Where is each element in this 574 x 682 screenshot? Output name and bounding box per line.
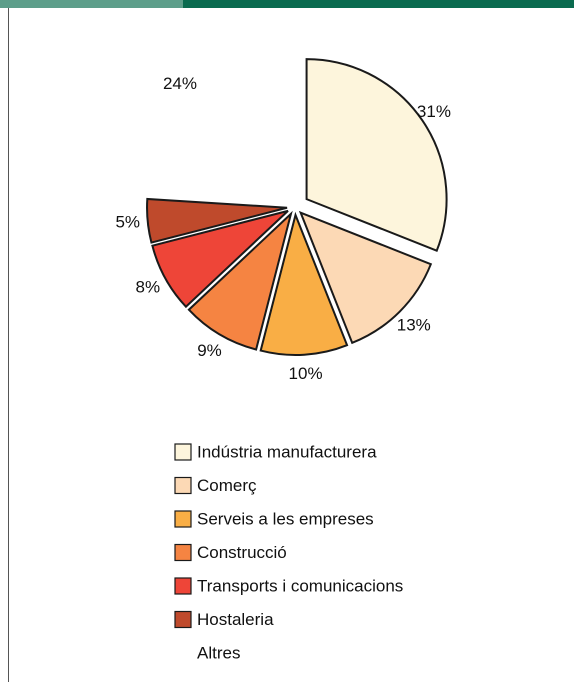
data-label: 10%	[289, 364, 323, 383]
legend-swatch	[174, 443, 192, 461]
data-label: 8%	[135, 277, 160, 296]
header-bar-light	[0, 0, 183, 8]
legend-label: Transports i comunicacions	[197, 576, 403, 595]
legend-label: Serveis a les empreses	[197, 509, 374, 528]
pie-slice	[298, 210, 433, 345]
pie-slice	[146, 197, 288, 244]
data-label: 31%	[417, 102, 451, 121]
legend-label: Construcció	[197, 543, 287, 562]
legend-label: Indústria manufacturera	[197, 442, 377, 461]
legend-swatch	[174, 610, 192, 629]
data-label: 5%	[115, 212, 140, 231]
legend-swatch	[174, 543, 192, 562]
pie-slice	[151, 209, 289, 309]
pie-slice	[187, 210, 293, 351]
legend-swatch	[174, 510, 192, 528]
data-label: 13%	[397, 315, 431, 334]
legend-swatch	[174, 577, 192, 595]
legend-label: Comerç	[197, 476, 257, 495]
legend-swatch	[174, 476, 192, 495]
legend-label: Altres	[197, 643, 240, 662]
legend-label: Hostaleria	[197, 610, 274, 629]
pie-slice	[259, 211, 349, 356]
header-bar-dark	[183, 0, 574, 8]
data-label: 9%	[197, 341, 222, 360]
data-label: 24%	[163, 74, 197, 93]
pie-slice	[305, 58, 448, 252]
